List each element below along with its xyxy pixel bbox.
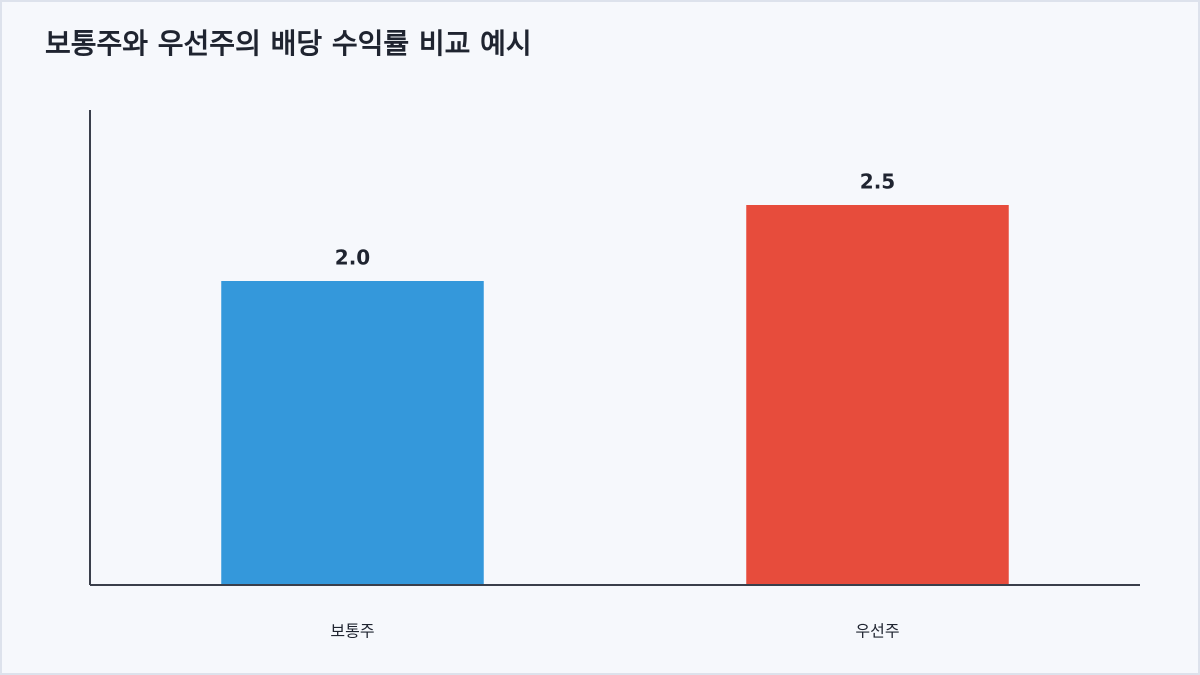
data-label: 2.0 [335,246,370,270]
x-tick-label: 우선주 [855,622,899,641]
bar [221,281,484,585]
data-label: 2.5 [860,170,895,194]
x-tick-label: 보통주 [330,622,374,641]
chart-title: 보통주와 우선주의 배당 수익률 비교 예시 [45,27,532,60]
bar [746,205,1009,585]
